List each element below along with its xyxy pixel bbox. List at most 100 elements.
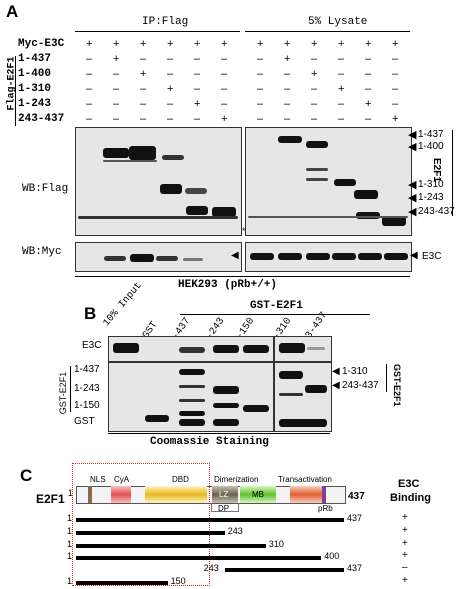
sign-cell: – (167, 68, 174, 80)
transactivation-label: Transactivation (278, 475, 332, 484)
b-marker-1-310: 1-310 (342, 366, 368, 377)
sign-cell: + (392, 113, 399, 125)
construct-end-label: 310 (268, 539, 284, 549)
sign-cell: – (257, 113, 264, 125)
sign-cell: – (284, 98, 291, 110)
construct-bar (76, 556, 322, 560)
row-label-myc-e3c: Myc-E3C (18, 38, 65, 50)
construct-start-label: 243 (203, 563, 219, 573)
dbd-label: DBD (172, 475, 189, 484)
b-marker-1-243: 1-243 (74, 383, 100, 394)
sign-cell: + (338, 38, 345, 50)
sign-cell: – (284, 68, 291, 80)
construct-bar (76, 544, 266, 548)
red-dotted-box (72, 463, 210, 586)
lysate-myc-blot (245, 242, 412, 272)
panel-a-letter: A (6, 2, 19, 21)
dp-label: DP (218, 504, 230, 513)
panel-b-letter: B (84, 304, 97, 323)
construct-binding: + (402, 525, 408, 536)
sign-cell: – (113, 113, 120, 125)
cell-line-line (75, 276, 410, 277)
sign-cell: + (284, 38, 291, 50)
e3c-arrow: ◀ (410, 250, 418, 261)
lysate-flag-blot (245, 127, 412, 236)
sign-cell: + (140, 68, 147, 80)
ip-flag-header: IP:Flag (142, 16, 189, 28)
construct-end-label: 150 (170, 576, 186, 586)
b-coomassie-blot-right (274, 362, 332, 432)
wb-myc-label: WB:Myc (22, 246, 62, 258)
sign-cell: – (194, 53, 201, 65)
b-coomassie-blot-left (108, 362, 274, 432)
b-arrow: ◀ (332, 366, 340, 377)
sign-cell: – (311, 113, 318, 125)
construct-binding: + (402, 575, 408, 586)
ip-header-line (75, 31, 240, 32)
sign-cell: + (257, 38, 264, 50)
marker-1-310: 1-310 (418, 179, 444, 190)
sign-cell: – (167, 53, 174, 65)
marker-1-400: 1-400 (418, 141, 444, 152)
b-marker-1-437: 1-437 (74, 364, 100, 375)
cya-domain (111, 486, 131, 503)
lysate-header-line (245, 31, 410, 32)
construct-start-label: 1 (67, 539, 73, 549)
marker-243-437: 243-437 (418, 206, 455, 217)
panel-c-letter: C (20, 466, 33, 485)
marker-arrow: ◀ (408, 192, 417, 204)
sign-cell: – (140, 53, 147, 65)
construct-end-label: 437 (347, 563, 363, 573)
b-e3c-blot-left (108, 336, 274, 362)
sign-cell: + (311, 68, 318, 80)
cell-line-label: HEK293 (pRb+/+) (178, 279, 278, 291)
b-marker-243-437: 243-437 (342, 380, 379, 391)
b-arrow: ◀ (332, 380, 340, 391)
sign-cell: – (257, 68, 264, 80)
e3c-binding-header-2: Binding (390, 492, 431, 504)
row-label-243-437: 243-437 (18, 113, 65, 125)
e2f1-side-label: E2F1 (431, 158, 442, 182)
sign-cell: – (338, 68, 345, 80)
construct-start-label: 1 (67, 551, 73, 561)
cya-label: CyA (114, 475, 130, 484)
b-marker-gst: GST (74, 416, 95, 427)
prb-label: pRb (318, 504, 333, 513)
sign-cell: – (221, 98, 228, 110)
sign-cell: – (113, 83, 120, 95)
lz-label: LZ (219, 490, 229, 499)
b-right-bracket (386, 364, 387, 392)
construct-end-label: 400 (324, 551, 340, 561)
sign-cell: – (221, 68, 228, 80)
sign-cell: – (113, 68, 120, 80)
sign-cell: – (140, 113, 147, 125)
sign-cell: – (194, 113, 201, 125)
lane-10-input: 10% Input (101, 280, 145, 329)
row-label-1-243: 1-243 (18, 98, 52, 110)
b-left-group-label: GST-E2F1 (58, 371, 68, 415)
sign-cell: – (284, 113, 291, 125)
b-left-bracket (70, 366, 71, 412)
sign-cell: – (392, 83, 399, 95)
protein-end-number: 437 (348, 491, 365, 502)
sign-cell: + (167, 38, 174, 50)
sign-cell: – (257, 83, 264, 95)
construct-bar (76, 531, 225, 535)
e2f1-bracket (452, 130, 453, 216)
sign-cell: – (311, 83, 318, 95)
b-right-group-label: GST-E2F1 (392, 364, 402, 407)
sign-cell: – (167, 113, 174, 125)
construct-binding: + (402, 512, 408, 523)
gst-e2f1-header-line (180, 314, 370, 315)
myc-arrow: ◀ (231, 250, 239, 261)
sign-cell: + (221, 38, 228, 50)
b-e3c-blot-right (274, 336, 332, 362)
sign-cell: – (338, 53, 345, 65)
marker-arrow: ◀ (408, 129, 417, 141)
sign-cell: – (221, 53, 228, 65)
sign-cell: – (392, 53, 399, 65)
sign-cell: + (194, 98, 201, 110)
sign-cell: + (311, 38, 318, 50)
sign-cell: + (86, 38, 93, 50)
sign-cell: – (167, 98, 174, 110)
